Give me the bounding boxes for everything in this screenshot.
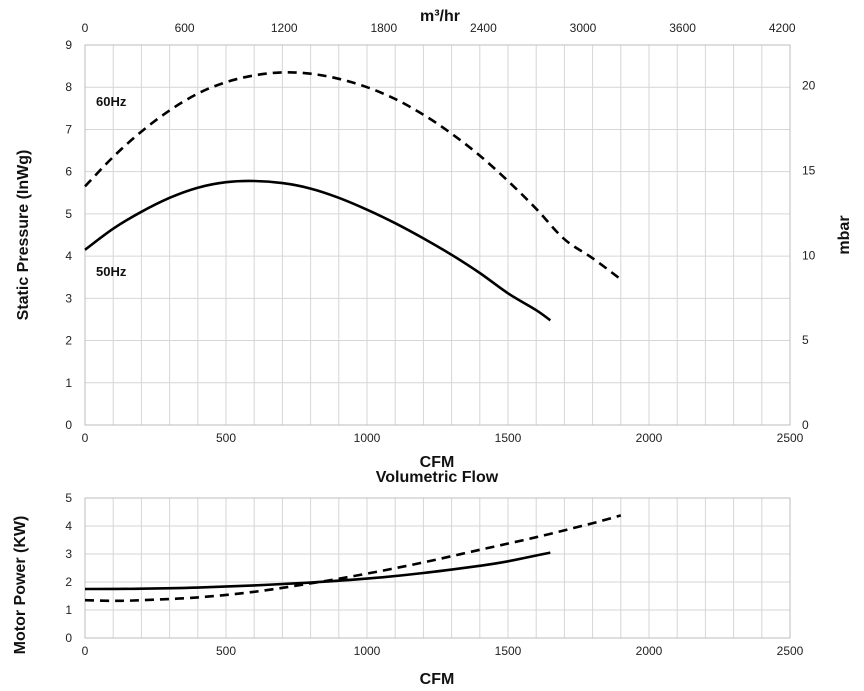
series-label-50hz: 50Hz [96, 264, 127, 279]
pressure-y2-tick-label: 20 [802, 79, 816, 93]
m3hr-ticks: 0 600 1200 1800 2400 3000 3600 4200 [82, 21, 796, 35]
x2-axis-title: m³/hr [420, 8, 460, 25]
pressure-x-tick-label: 1500 [495, 431, 522, 445]
pressure-x2-tick-label: 3600 [669, 21, 696, 35]
motor-power-chart-title: Volumetric Flow [376, 469, 499, 486]
power-y-tick-label: 1 [65, 603, 72, 617]
motor-power-y-axis-title: Motor Power (KW) [12, 516, 29, 655]
pressure-x-tick-label: 1000 [354, 431, 381, 445]
motor-power-cfm-ticks: 0 500 1000 1500 2000 2500 [82, 644, 804, 658]
power-x-tick-label: 1000 [354, 644, 381, 658]
power-x-tick-label: 2500 [777, 644, 804, 658]
pressure-y-tick-label: 7 [65, 122, 72, 136]
pressure-x2-tick-label: 4200 [769, 21, 796, 35]
power-y-tick-label: 5 [65, 491, 72, 505]
power-series-line-solid-0 [84, 551, 551, 591]
power-y-tick-label: 2 [65, 575, 72, 589]
pressure-x-tick-label: 2500 [777, 431, 804, 445]
pressure-y2-tick-label: 10 [802, 248, 816, 262]
motor-power-x-axis-title: CFM [420, 671, 455, 688]
series-label-60hz: 60Hz [96, 94, 127, 109]
power-x-tick-label: 2000 [636, 644, 663, 658]
pressure-x2-tick-label: 2400 [470, 21, 497, 35]
pressure-y2-tick-label: 0 [802, 418, 809, 432]
pressure-y-tick-label: 4 [65, 249, 72, 263]
pressure-x-tick-label: 500 [216, 431, 236, 445]
inwg-ticks: 0 1 2 3 4 5 6 7 8 9 [65, 38, 72, 432]
power-series-line-dashed-1 [84, 514, 622, 603]
y-axis-title: Static Pressure (InWg) [15, 150, 32, 321]
pressure-x2-tick-label: 0 [82, 21, 89, 35]
pressure-series-line-60hz [84, 71, 622, 281]
pressure-x2-tick-label: 1800 [370, 21, 397, 35]
pressure-y-tick-label: 6 [65, 165, 72, 179]
pressure-y-tick-label: 8 [65, 80, 72, 94]
pressure-x2-tick-label: 1200 [271, 21, 298, 35]
pressure-y-tick-label: 5 [65, 207, 72, 221]
power-y-tick-label: 0 [65, 631, 72, 645]
motor-power-chart: Volumetric Flow 0 500 1000 1500 2000 2500 0 1 2… [12, 469, 804, 688]
mbar-ticks: 0 5 10 15 20 [802, 79, 816, 432]
cfm-ticks: 0 500 1000 1500 2000 2500 [82, 431, 804, 445]
static-pressure-grid [84, 44, 791, 426]
power-x-tick-label: 500 [216, 644, 236, 658]
pressure-x2-tick-label: 3000 [570, 21, 597, 35]
power-x-tick-label: 1500 [495, 644, 522, 658]
y2-axis-title: mbar [836, 215, 853, 254]
kw-ticks: 0 1 2 3 4 5 [65, 491, 72, 645]
pressure-y2-tick-label: 5 [802, 333, 809, 347]
pressure-y-tick-label: 1 [65, 376, 72, 390]
pressure-series-line-50hz [84, 179, 552, 322]
pressure-x-tick-label: 2000 [636, 431, 663, 445]
pressure-y-tick-label: 2 [65, 334, 72, 348]
pressure-y-tick-label: 0 [65, 418, 72, 432]
pressure-y-tick-label: 9 [65, 38, 72, 52]
motor-power-grid [84, 497, 791, 639]
pressure-y2-tick-label: 15 [802, 164, 816, 178]
static-pressure-curves [84, 71, 622, 322]
power-y-tick-label: 4 [65, 519, 72, 533]
motor-power-curves [84, 514, 622, 603]
pressure-y-tick-label: 3 [65, 291, 72, 305]
x-axis-title: CFM [420, 454, 455, 471]
static-pressure-chart: 0 500 1000 1500 2000 2500 0 1 2 3 4 5 6 7 8 9 0 600 1200… [15, 8, 853, 471]
motor-power-plot-frame [84, 497, 791, 639]
power-x-tick-label: 0 [82, 644, 89, 658]
power-y-tick-label: 3 [65, 547, 72, 561]
pressure-x2-tick-label: 600 [175, 21, 195, 35]
pressure-x-tick-label: 0 [82, 431, 89, 445]
static-pressure-plot-frame [84, 44, 791, 426]
